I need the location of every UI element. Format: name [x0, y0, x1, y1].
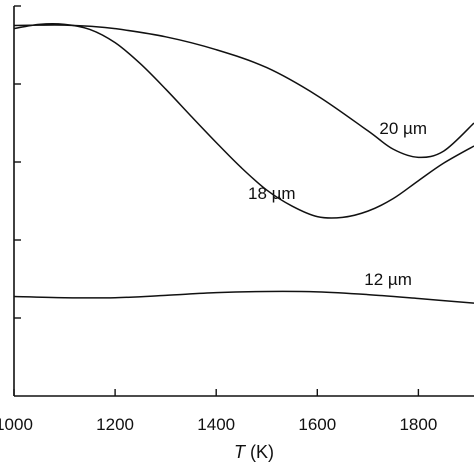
x-tick-label-4: 1800 — [399, 415, 437, 434]
x-tick-label-3: 1600 — [298, 415, 336, 434]
curves — [13, 22, 474, 304]
series-line-1 — [13, 22, 474, 219]
x-axis-title: T (K) — [234, 442, 274, 462]
x-axis-variable: T — [234, 442, 247, 462]
series-label-0: 20 µm — [379, 119, 427, 138]
series-labels: 20 µm 18 µm 12 µm — [248, 119, 427, 289]
x-tick-label-0: 1000 — [0, 415, 33, 434]
axes: 1000 1200 1400 1600 1800 — [0, 5, 474, 434]
series-line-2 — [13, 290, 474, 304]
x-axis-unit: (K) — [245, 442, 274, 462]
series-label-1: 18 µm — [248, 184, 296, 203]
x-tick-label-2: 1400 — [197, 415, 235, 434]
series-label-2: 12 µm — [364, 270, 412, 289]
x-tick-label-1: 1200 — [96, 415, 134, 434]
